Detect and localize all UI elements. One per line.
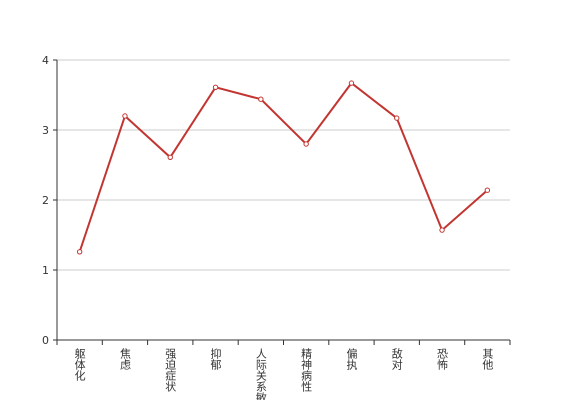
x-tick-label: 恐怖 — [436, 348, 449, 370]
point — [303, 141, 309, 147]
y-tick-label: 0 — [42, 334, 49, 347]
point — [167, 154, 173, 161]
x-tick-label: 偏执 — [345, 347, 358, 371]
x-tick-label: 抑郁 — [209, 347, 222, 370]
point — [439, 227, 445, 233]
y-tick-label: 1 — [42, 264, 49, 277]
point — [258, 96, 264, 102]
point — [212, 84, 219, 91]
y-tick-label: 2 — [42, 194, 49, 207]
x-tick-label: 强迫症状 — [164, 348, 177, 392]
x-tick-label: 焦虑 — [118, 348, 131, 370]
x-tick-label: 其他 — [481, 348, 494, 370]
x-tick-label: 精神病性 — [300, 348, 313, 393]
point — [394, 115, 400, 121]
point — [122, 113, 128, 119]
point — [484, 187, 491, 193]
point — [348, 80, 355, 86]
line — [78, 81, 489, 253]
x-tick-label: 躯体化 — [73, 348, 86, 382]
x-tick-label: 人际关系敏感 — [254, 348, 267, 400]
point — [76, 249, 83, 255]
y-tick-label: 4 — [42, 54, 49, 67]
y-tick-label: 3 — [42, 124, 49, 137]
x-tick-label: 敌对 — [390, 347, 403, 370]
